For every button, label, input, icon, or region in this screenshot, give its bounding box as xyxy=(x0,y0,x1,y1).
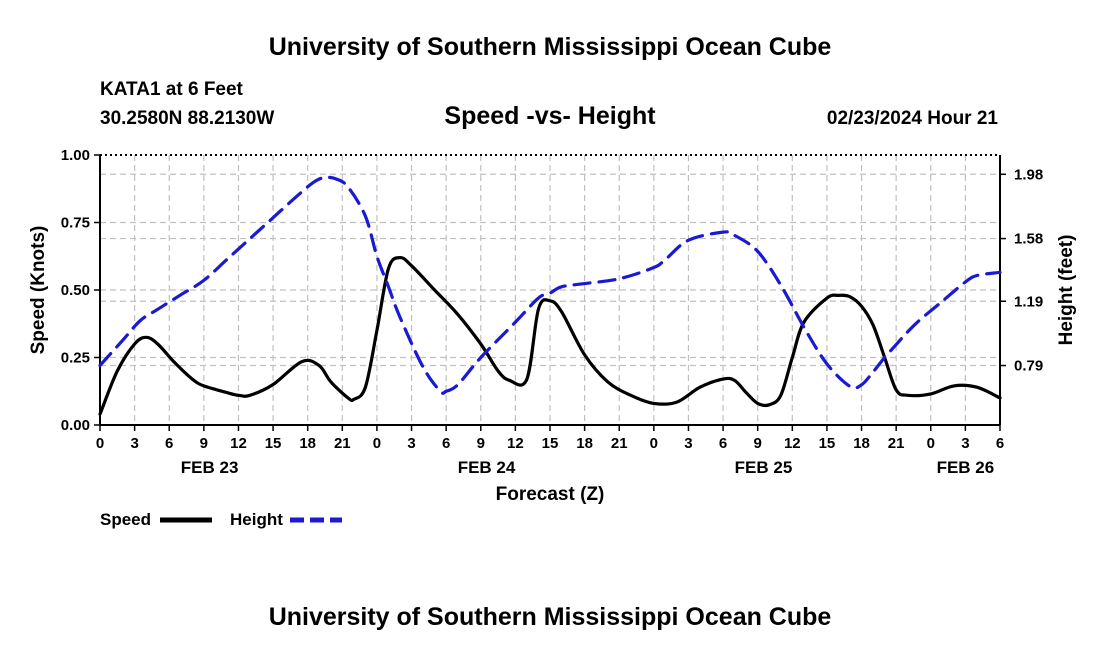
y2-tick-label: 1.98 xyxy=(1014,166,1043,183)
y-tick-label: 0.25 xyxy=(61,350,90,367)
x-tick-label: 18 xyxy=(853,435,870,452)
y2-axis-label: Height (feet) xyxy=(1056,235,1077,346)
x-tick-label: 21 xyxy=(611,435,628,452)
x-tick-label: 12 xyxy=(230,435,247,452)
legend-height-label: Height xyxy=(230,510,283,529)
x-tick-label: 18 xyxy=(576,435,593,452)
x-tick-label: 9 xyxy=(477,435,485,452)
x-tick-label: 15 xyxy=(819,435,836,452)
x-tick-label: 0 xyxy=(927,435,935,452)
x-tick-label: 15 xyxy=(265,435,282,452)
x-tick-label: 12 xyxy=(507,435,524,452)
x-tick-label: 0 xyxy=(96,435,104,452)
series-lines xyxy=(98,175,1002,416)
y2-tick-label: 1.58 xyxy=(1014,231,1043,248)
tick-labels: 0 3 6 9 12 15 18 21 0 3 6 9 12 15 18 21 0 3 6 9 12 15 18 21 0 3 6F… xyxy=(61,147,1043,477)
y2-tick-label: 1.19 xyxy=(1014,293,1043,310)
x-tick-label: 3 xyxy=(130,435,138,452)
x-tick-label: 21 xyxy=(888,435,905,452)
y-tick-label: 0.50 xyxy=(61,282,90,299)
date-label: FEB 25 xyxy=(735,458,793,477)
x-tick-label: 6 xyxy=(165,435,173,452)
date-label: FEB 24 xyxy=(458,458,516,477)
station-coords: 30.2580N 88.2130W xyxy=(100,108,274,129)
chart-subtitle: Speed -vs- Height xyxy=(444,102,656,130)
legend-speed-label: Speed xyxy=(100,510,151,529)
grid-lines xyxy=(100,155,1000,425)
x-tick-label: 15 xyxy=(542,435,559,452)
date-label: FEB 23 xyxy=(181,458,239,477)
page-title-top: University of Southern Mississippi Ocean… xyxy=(269,33,832,61)
page-title-bottom: University of Southern Mississippi Ocean… xyxy=(269,603,832,631)
x-tick-label: 3 xyxy=(961,435,969,452)
y2-tick-label: 0.79 xyxy=(1014,358,1043,375)
x-tick-label: 0 xyxy=(373,435,381,452)
x-axis-label: Forecast (Z) xyxy=(496,484,605,505)
y-tick-label: 0.00 xyxy=(61,417,90,434)
y-tick-label: 0.75 xyxy=(61,215,90,232)
date-label: FEB 26 xyxy=(937,458,995,477)
y-tick-label: 1.00 xyxy=(61,147,90,164)
x-tick-label: 21 xyxy=(334,435,351,452)
x-tick-label: 6 xyxy=(996,435,1004,452)
station-name: KATA1 at 6 Feet xyxy=(100,79,244,100)
x-tick-label: 12 xyxy=(784,435,801,452)
x-tick-label: 6 xyxy=(719,435,727,452)
y-axis-label: Speed (Knots) xyxy=(28,226,49,355)
x-tick-label: 9 xyxy=(200,435,208,452)
x-tick-label: 3 xyxy=(684,435,692,452)
axes xyxy=(94,154,1006,431)
x-tick-label: 9 xyxy=(754,435,762,452)
x-tick-label: 6 xyxy=(442,435,450,452)
x-tick-label: 0 xyxy=(650,435,658,452)
speed-series-line xyxy=(98,255,1002,416)
height-series-line xyxy=(98,175,1002,395)
x-tick-label: 3 xyxy=(407,435,415,452)
legend: Speed Height xyxy=(100,510,342,529)
forecast-datetime: 02/23/2024 Hour 21 xyxy=(827,108,999,129)
x-tick-label: 18 xyxy=(299,435,316,452)
